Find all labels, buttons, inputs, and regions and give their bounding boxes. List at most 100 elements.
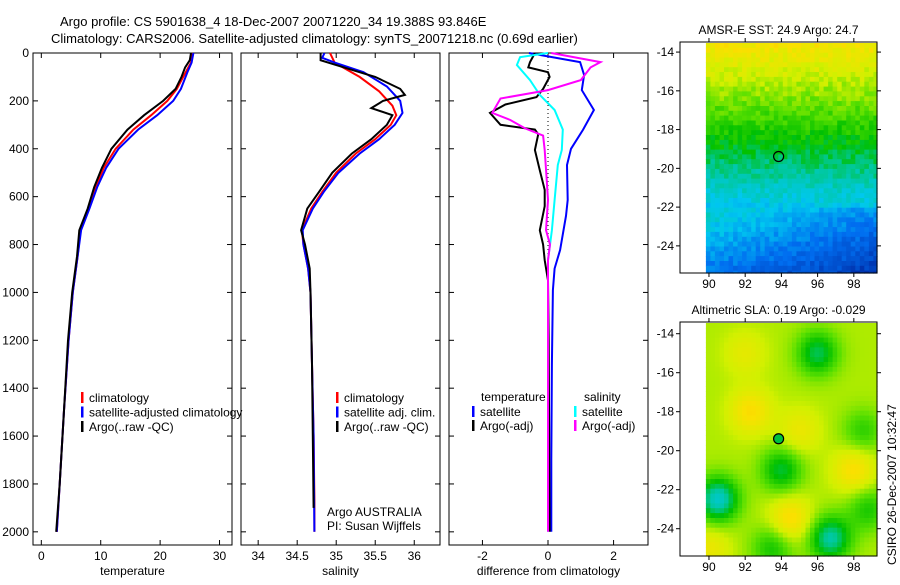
heatmap-cell [828, 479, 834, 485]
heatmap-cell [859, 183, 865, 189]
heatmap-cell [787, 405, 793, 412]
heatmap-cell [868, 154, 874, 160]
heatmap-cell [710, 444, 716, 451]
heatmap-cell [828, 168, 834, 175]
heatmap-cell [782, 342, 788, 348]
heatmap-cell [733, 217, 739, 223]
heatmap-cell [859, 498, 865, 504]
heatmap-cell [733, 149, 739, 155]
heatmap-cell [791, 183, 797, 189]
heatmap-cell [710, 464, 716, 470]
heatmap-cell [782, 101, 788, 107]
heatmap-cell [737, 522, 743, 529]
heatmap-cell [841, 498, 847, 504]
heatmap-cell [846, 342, 852, 348]
heatmap-cell [742, 532, 748, 539]
heatmap-cell [828, 139, 834, 146]
heatmap-cell [714, 227, 720, 233]
heatmap-cell [823, 217, 829, 223]
heatmap-cell [873, 261, 878, 267]
heatmap-cell [782, 149, 788, 155]
heatmap-cell [837, 57, 843, 63]
heatmap-cell [791, 405, 797, 412]
heatmap-cell [841, 52, 847, 59]
heatmap-cell [837, 62, 843, 68]
heatmap-cell [801, 479, 807, 485]
heatmap-cell [796, 91, 802, 97]
heatmap-cell [746, 207, 752, 214]
heatmap-cell [846, 449, 852, 456]
heatmap-cell [751, 342, 757, 348]
heatmap-cell [810, 149, 816, 155]
heatmap-cell [850, 217, 856, 223]
heatmap-cell [764, 222, 770, 228]
heatmap-cell [810, 173, 816, 180]
heatmap-cell [855, 115, 861, 121]
heatmap-cell [705, 62, 711, 68]
heatmap-cell [801, 178, 807, 184]
heatmap-cell [855, 415, 861, 422]
heatmap-cell [855, 381, 861, 387]
heatmap-cell [837, 493, 843, 500]
heatmap-cell [733, 183, 739, 189]
heatmap-cell [737, 149, 743, 155]
heatmap-cell [728, 202, 734, 209]
heatmap-cell [796, 125, 802, 131]
heatmap-cell [787, 542, 793, 548]
heatmap-cell [841, 62, 847, 68]
heatmap-cell [819, 188, 825, 194]
heatmap-cell [769, 552, 775, 557]
heatmap-cell [751, 106, 757, 112]
heatmap-cell [760, 256, 766, 262]
heatmap-cell [814, 120, 820, 126]
heatmap-cell [796, 435, 802, 441]
heatmap-cell [778, 522, 784, 529]
heatmap-cell [855, 469, 861, 475]
heatmap-cell [769, 110, 775, 117]
heatmap-cell [828, 552, 834, 557]
heatmap-cell [796, 454, 802, 461]
heatmap-cell [733, 401, 739, 407]
heatmap-cell [769, 542, 775, 548]
heatmap-cell [868, 518, 874, 524]
heatmap-cell [705, 386, 711, 392]
heatmap-cell [710, 347, 716, 353]
heatmap-cell [864, 498, 870, 504]
heatmap-cell [801, 270, 807, 274]
y-tick-label: 0 [22, 46, 29, 60]
heatmap-cell [705, 67, 711, 73]
heatmap-cell [719, 159, 725, 165]
annotation-text: PI: Susan Wijffels [327, 519, 421, 533]
heatmap-cell [850, 270, 856, 274]
heatmap-cell [746, 469, 752, 475]
heatmap-cell [846, 518, 852, 524]
heatmap-cell [755, 236, 761, 243]
heatmap-cell [873, 508, 878, 514]
heatmap-cell [714, 513, 720, 519]
heatmap-cell [864, 154, 870, 160]
heatmap-cell [801, 352, 807, 358]
heatmap-cell [796, 347, 802, 353]
heatmap-cell [801, 508, 807, 514]
heatmap-cell [859, 86, 865, 92]
heatmap-cell [873, 125, 878, 131]
heatmap-cell [819, 479, 825, 485]
heatmap-cell [850, 178, 856, 184]
heatmap-cell [769, 86, 775, 92]
heatmap-cell [873, 149, 878, 155]
heatmap-cell [737, 396, 743, 402]
heatmap-cell [764, 120, 770, 126]
heatmap-cell [828, 76, 834, 83]
heatmap-cell [714, 381, 720, 387]
heatmap-cell [823, 168, 829, 175]
heatmap-cell [873, 198, 878, 204]
heatmap-cell [728, 62, 734, 68]
heatmap-cell [823, 207, 829, 214]
heatmap-cell [769, 173, 775, 180]
heatmap-cell [864, 405, 870, 412]
heatmap-cell [823, 265, 829, 272]
heatmap-cell [705, 401, 711, 407]
heatmap-cell [828, 493, 834, 500]
heatmap-cell [846, 537, 852, 543]
heatmap-cell [859, 518, 865, 524]
